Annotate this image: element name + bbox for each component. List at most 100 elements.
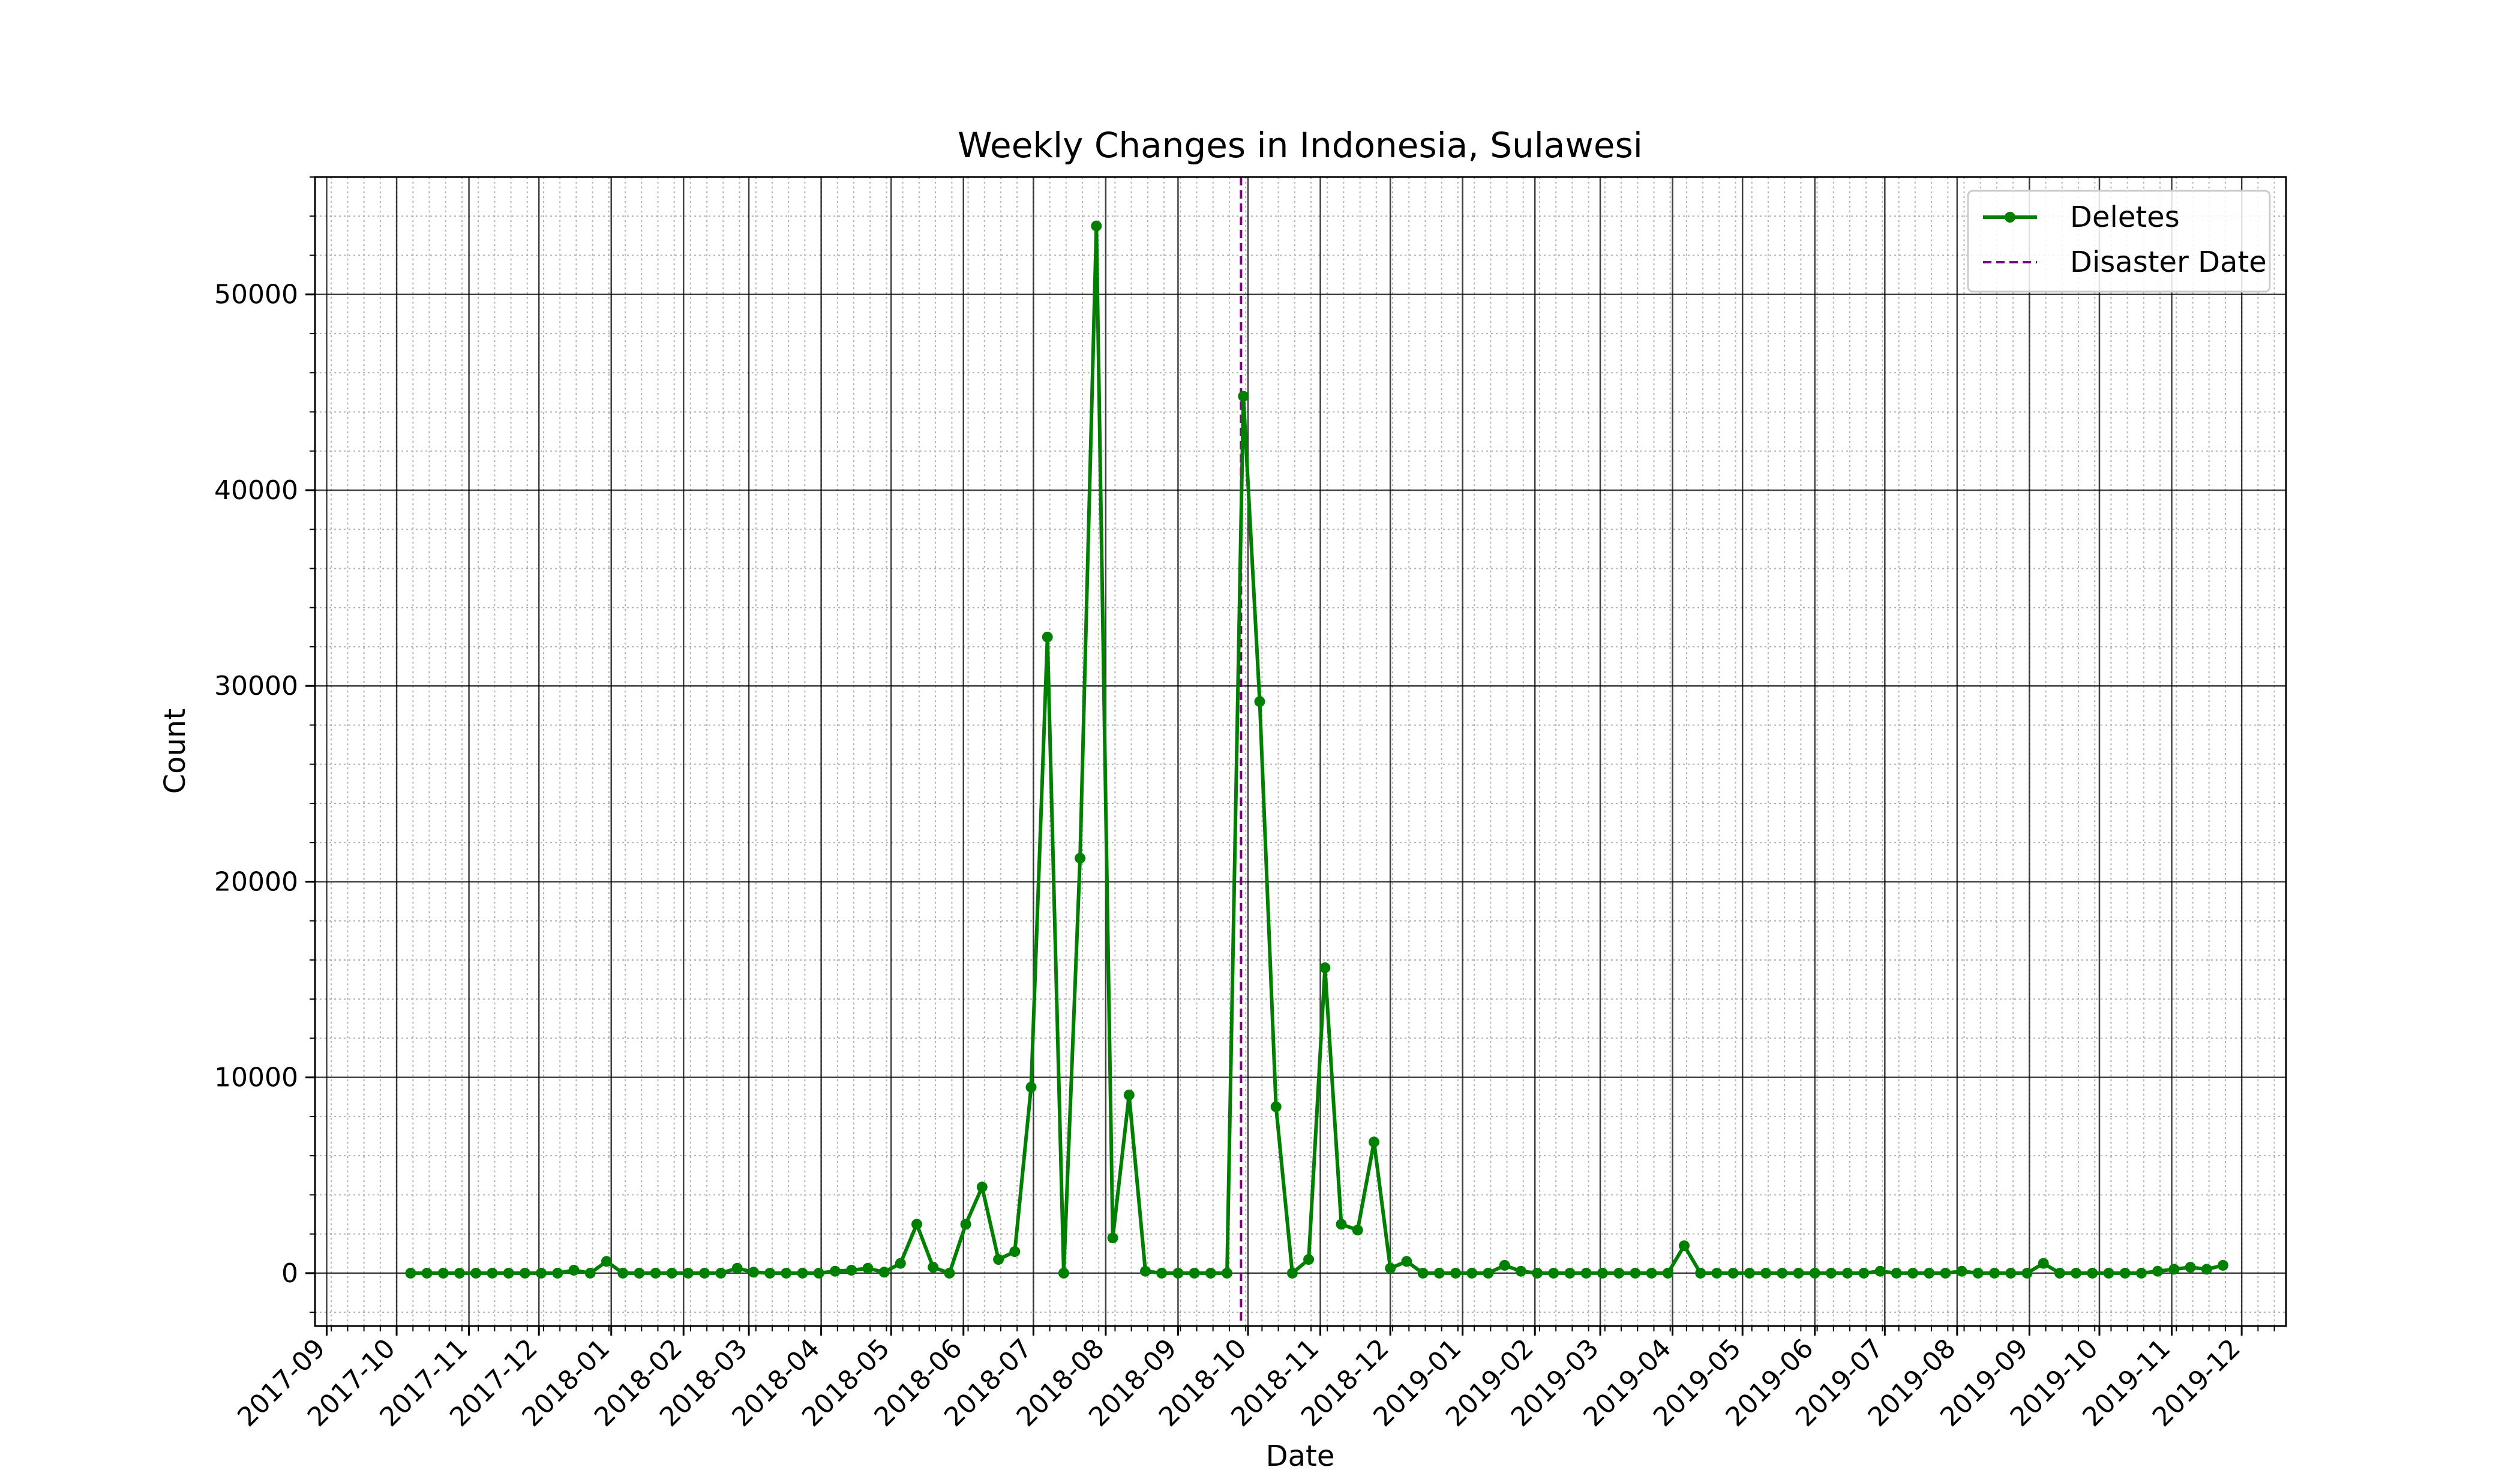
series-deletes-point: [1972, 1267, 1984, 1279]
series-deletes-point: [437, 1267, 449, 1279]
series-deletes-point: [1107, 1232, 1118, 1244]
series-deletes-point: [928, 1262, 939, 1273]
series-deletes-point: [2005, 1267, 2017, 1279]
series-deletes-point: [2087, 1267, 2098, 1279]
series-deletes-point: [846, 1265, 857, 1276]
series-deletes-point: [1646, 1267, 1657, 1279]
series-deletes-point: [1156, 1267, 1168, 1279]
series-deletes-point: [878, 1267, 890, 1278]
series-deletes-point: [503, 1267, 514, 1279]
series-deletes-point: [2185, 1262, 2196, 1273]
series-deletes-point: [421, 1267, 433, 1279]
series-deletes-point: [748, 1267, 759, 1278]
series-deletes-point: [2201, 1264, 2212, 1275]
y-tick-label: 20000: [214, 866, 298, 897]
legend-disaster-label: Disaster Date: [2070, 245, 2267, 279]
series-deletes-point: [1874, 1265, 1886, 1277]
plot-area: [314, 176, 2287, 1327]
series-deletes-point: [862, 1262, 874, 1274]
series-deletes-point: [1515, 1265, 1526, 1277]
series-deletes-point: [1450, 1267, 1461, 1279]
series-deletes-point: [1401, 1256, 1412, 1267]
series-deletes-point: [2054, 1267, 2065, 1279]
series-deletes-point: [1891, 1267, 1902, 1279]
series-deletes-point: [1858, 1267, 1870, 1279]
series-deletes-point: [1009, 1246, 1021, 1257]
series-deletes-point: [487, 1267, 498, 1279]
series-deletes-point: [1270, 1101, 1282, 1112]
series-deletes-point: [683, 1267, 694, 1279]
series-deletes-point: [1695, 1267, 1706, 1279]
series-deletes-point: [1091, 220, 1102, 232]
series-deletes-point: [1548, 1267, 1559, 1279]
series-deletes-point: [1597, 1267, 1608, 1279]
series-deletes-point: [731, 1262, 743, 1274]
series-deletes-point: [1825, 1267, 1837, 1279]
series-deletes-point: [650, 1267, 661, 1279]
series-deletes-point: [1369, 1136, 1379, 1148]
series-deletes-point: [1025, 1082, 1037, 1093]
series-deletes-point: [1075, 853, 1086, 864]
series-deletes-point: [1956, 1265, 1967, 1277]
legend-deletes-label: Deletes: [2070, 200, 2180, 234]
series-deletes-point: [1907, 1267, 1918, 1279]
series-deletes-point: [1205, 1267, 1216, 1279]
series-deletes-point: [781, 1267, 792, 1279]
y-axis-label: Count: [158, 709, 192, 794]
series-deletes-point: [960, 1219, 971, 1230]
series-deletes-point: [1744, 1267, 1755, 1279]
series-deletes-point: [2218, 1259, 2228, 1271]
series-deletes-point: [944, 1267, 955, 1279]
y-tick-label: 40000: [214, 475, 298, 506]
series-deletes-point: [1058, 1267, 1069, 1279]
series-deletes-point: [1336, 1219, 1347, 1230]
y-tick-label: 0: [281, 1258, 298, 1289]
series-deletes-point: [1613, 1267, 1625, 1279]
series-deletes-point: [1042, 631, 1053, 643]
series-deletes-point: [976, 1181, 988, 1193]
series-deletes-point: [2152, 1265, 2164, 1277]
y-axis: 0 10000 20000 30000 40000 50000: [214, 176, 315, 1313]
series-deletes-point: [715, 1267, 727, 1279]
series-deletes-point: [1286, 1267, 1298, 1279]
series-deletes-point: [666, 1267, 677, 1279]
series-deletes-point: [829, 1265, 841, 1277]
series-deletes-point: [1140, 1265, 1151, 1277]
series-deletes-point: [2021, 1267, 2033, 1279]
series-deletes-point: [470, 1267, 482, 1279]
legend-deletes-marker: [2005, 212, 2015, 223]
y-tick-label: 30000: [214, 671, 298, 701]
series-deletes-point: [1842, 1267, 1853, 1279]
series-deletes-point: [2103, 1267, 2114, 1279]
series-deletes-point: [454, 1267, 465, 1279]
series-deletes-line: [410, 224, 2224, 1275]
series-deletes-point: [2038, 1258, 2049, 1269]
series-deletes-point: [584, 1267, 596, 1279]
series-deletes-point: [1319, 962, 1331, 973]
series-deletes-point: [1303, 1254, 1315, 1265]
series-deletes-point: [1189, 1267, 1200, 1279]
series-deletes-point: [1352, 1225, 1363, 1236]
series-deletes-point: [1924, 1267, 1935, 1279]
series-deletes-point: [1254, 696, 1265, 707]
series-deletes-point: [1564, 1267, 1576, 1279]
series-deletes-point: [1123, 1090, 1135, 1100]
series-deletes-point: [1483, 1267, 1494, 1279]
series-deletes-point: [405, 1267, 416, 1279]
plot-frame: [314, 176, 2287, 1327]
series-deletes-point: [634, 1267, 645, 1279]
series-deletes-point: [993, 1254, 1004, 1265]
series-deletes-point: [2136, 1267, 2147, 1279]
series-deletes-point: [1499, 1259, 1510, 1271]
series-deletes-point: [895, 1258, 906, 1269]
chart-title: Weekly Changes in Indonesia, Sulawesi: [958, 125, 1643, 166]
series-deletes-point: [617, 1267, 629, 1279]
series-deletes-point: [536, 1267, 547, 1279]
series-layer: [405, 220, 2228, 1279]
series-deletes-point: [568, 1265, 580, 1276]
series-deletes-point: [601, 1256, 612, 1267]
series-deletes-point: [1433, 1267, 1445, 1279]
series-deletes-point: [1793, 1267, 1804, 1279]
series-deletes-point: [1679, 1240, 1690, 1252]
